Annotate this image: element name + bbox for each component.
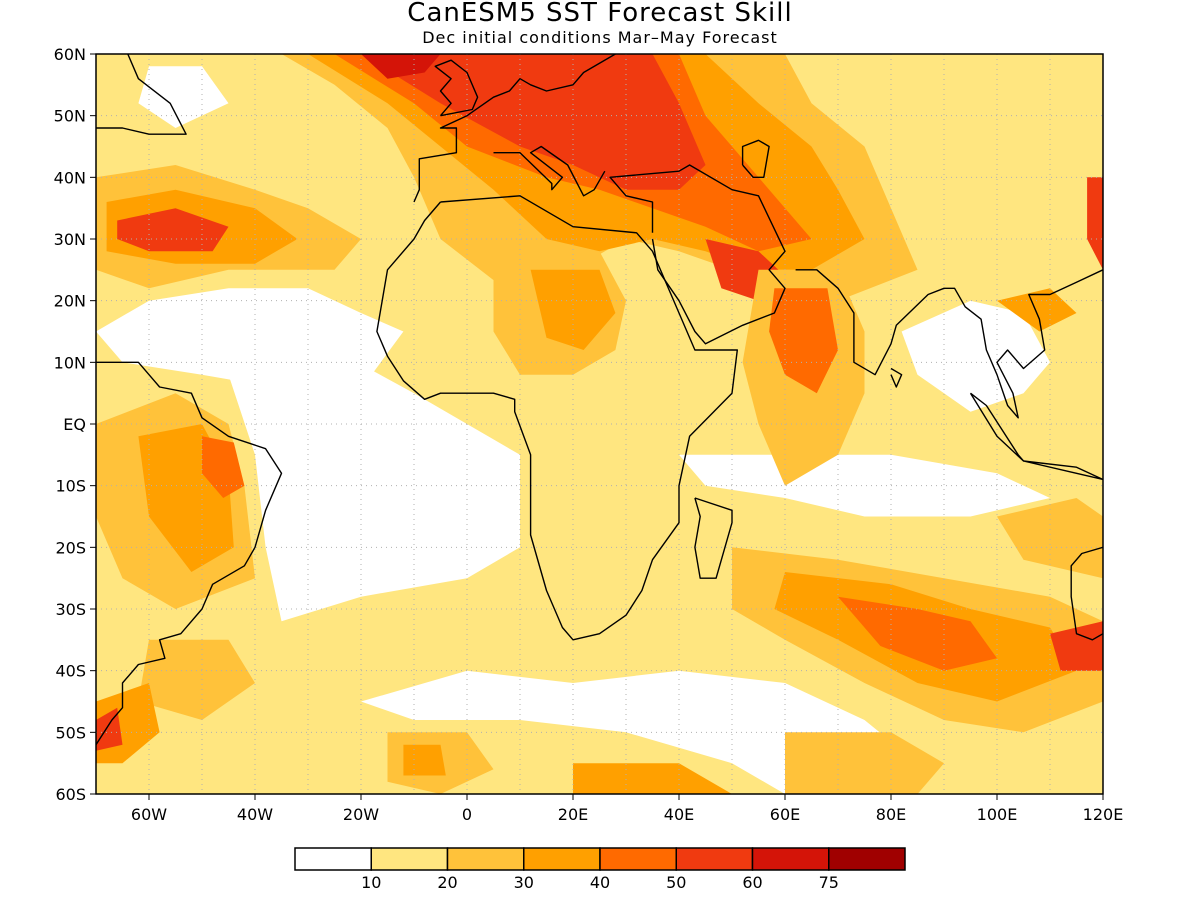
colorbar-swatch [828, 847, 906, 871]
skill-region-35 [1087, 177, 1103, 270]
skill-region-2 [361, 670, 918, 794]
coastline-10 [96, 361, 283, 746]
skill-region-32 [785, 732, 944, 794]
coastline-5 [890, 367, 903, 388]
colorbar-label: 10 [361, 873, 381, 892]
skill-region-19 [769, 288, 838, 394]
lat-tick-label: 10N [54, 353, 86, 372]
skill-region-23 [138, 639, 255, 720]
chart-subtitle: Dec initial conditions Mar–May Forecast [422, 28, 778, 47]
lat-tick-label: 40S [55, 662, 86, 681]
colorbar-label: 75 [819, 873, 839, 892]
skill-region-34 [997, 288, 1077, 332]
coastline-1 [694, 497, 733, 579]
colorbar: 10 20 30 40 50 60 75 [294, 847, 906, 892]
lat-tick-label: 60S [55, 785, 86, 804]
coastline-13 [1023, 460, 1103, 481]
coastline-6 [413, 54, 616, 203]
coastline-9 [96, 54, 187, 135]
skill-region-6 [901, 300, 1050, 412]
skill-region-29 [1050, 621, 1103, 671]
lat-tick-label: 30S [55, 600, 86, 619]
coastline-12 [969, 392, 1025, 462]
skill-region-33 [573, 763, 732, 794]
lat-tick-label: 50N [54, 107, 86, 126]
chart-title: CanESM5 SST Forecast Skill [407, 0, 793, 28]
colorbar-swatch [751, 847, 830, 871]
skill-region-5 [138, 66, 229, 128]
lat-tick-label: 40N [54, 168, 86, 187]
coastline-0 [376, 195, 738, 641]
skill-region-36 [997, 498, 1103, 579]
colorbar-label: 50 [666, 873, 686, 892]
skill-region-31 [403, 744, 446, 776]
colorbar-swatch [446, 847, 525, 871]
lon-tick-label: 20W [343, 805, 379, 824]
lat-tick-label: EQ [63, 415, 86, 434]
lat-tick-label: 10S [55, 477, 86, 496]
lat-tick-label: 60N [54, 45, 86, 64]
axis-ticks: 60W 40W 20W 0 20E 40E 60E 80E 100E 120E 60N 50N 40N 3… [54, 45, 1124, 824]
lon-tick-label: 80E [876, 805, 906, 824]
lon-tick-label: 40E [664, 805, 694, 824]
coastline-11 [1070, 546, 1103, 641]
lon-tick-label: 0 [462, 805, 472, 824]
coastline-2 [609, 164, 786, 345]
colorbar-label: 30 [514, 873, 534, 892]
lon-tick-label: 60W [131, 805, 167, 824]
skill-region-13 [361, 54, 706, 190]
skill-region-25 [96, 707, 123, 751]
lon-tick-label: 100E [977, 805, 1018, 824]
colorbar-swatch [675, 847, 754, 871]
lat-tick-label: 20S [55, 538, 86, 557]
skill-region-14 [361, 54, 441, 79]
coastline-8 [493, 145, 606, 197]
colorbar-label: 40 [590, 873, 610, 892]
skill-region-4 [96, 288, 404, 394]
colorbar-swatch [523, 847, 601, 871]
skill-region-22 [202, 436, 245, 498]
skill-region-3 [679, 454, 1050, 517]
coastline-layer [96, 54, 1103, 746]
colorbar-swatch [370, 847, 449, 871]
lon-tick-label: 60E [770, 805, 800, 824]
colorbar-label: 20 [437, 873, 457, 892]
lat-tick-label: 50S [55, 723, 86, 742]
coastline-3 [741, 139, 770, 179]
colorbar-label: 60 [742, 873, 762, 892]
colorbar-swatch [294, 847, 372, 871]
coastline-4 [795, 269, 1103, 419]
lat-tick-label: 20N [54, 292, 86, 311]
lat-tick-label: 30N [54, 230, 86, 249]
lon-tick-label: 20E [558, 805, 588, 824]
lat-lon-grid [96, 54, 1103, 794]
skill-region-9 [117, 208, 229, 252]
lon-tick-label: 40W [237, 805, 273, 824]
skill-region-28 [838, 596, 997, 671]
coastline-7 [434, 59, 479, 117]
lon-tick-label: 120E [1083, 805, 1124, 824]
colorbar-swatch [599, 847, 677, 871]
